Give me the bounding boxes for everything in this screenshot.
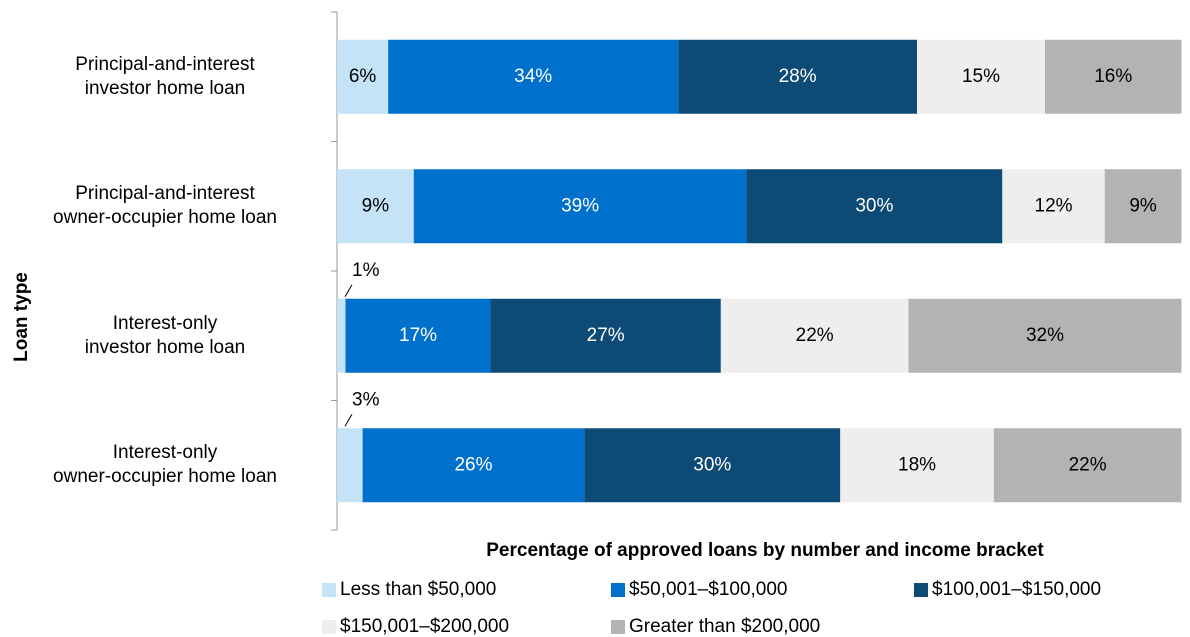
- legend-swatch: [322, 583, 336, 597]
- legend-label: $50,001–$100,000: [629, 579, 788, 600]
- data-label: 32%: [1026, 325, 1064, 346]
- data-label: 22%: [796, 325, 834, 346]
- bar-segment: [1104, 169, 1182, 244]
- legend-swatch: [611, 583, 625, 597]
- y-axis-label: Loan type: [11, 272, 32, 362]
- bar-segment: [337, 39, 389, 114]
- data-label: 15%: [962, 66, 1000, 87]
- data-label: 22%: [1069, 454, 1107, 475]
- data-label: 26%: [454, 454, 492, 475]
- bar-segment: [993, 428, 1182, 503]
- bar-segment: [337, 169, 414, 244]
- bar-segment: [678, 39, 918, 114]
- bar-segment: [388, 39, 679, 114]
- bar-segment: [1002, 169, 1105, 244]
- x-axis-label: Percentage of approved loans by number a…: [486, 540, 1044, 561]
- data-label: 16%: [1094, 66, 1132, 87]
- bar-segment: [362, 428, 585, 503]
- leader-line: [344, 284, 353, 298]
- bar-segment: [746, 169, 1003, 244]
- legend-label: $100,001–$150,000: [932, 579, 1101, 600]
- bar-segment: [345, 298, 491, 373]
- data-label: 39%: [561, 195, 599, 216]
- y-tick-label: Principal-and-interest owner-occupier ho…: [53, 183, 277, 229]
- legend-swatch: [611, 620, 625, 634]
- data-label: 18%: [898, 454, 936, 475]
- legend-swatch: [322, 620, 336, 634]
- legend-label: Greater than $200,000: [629, 616, 820, 637]
- bar-segment: [337, 428, 363, 503]
- bar-segment: [917, 39, 1045, 114]
- bar-segment: [413, 169, 747, 244]
- data-label: 17%: [399, 325, 437, 346]
- bar-segment: [337, 298, 346, 373]
- data-label: 3%: [352, 389, 380, 410]
- data-label: 12%: [1035, 195, 1073, 216]
- legend-label: $150,001–$200,000: [340, 616, 509, 637]
- bar-segment: [720, 298, 909, 373]
- data-label: 30%: [855, 195, 893, 216]
- y-tick-label: Interest-only owner-occupier home loan: [53, 442, 277, 488]
- leader-line: [344, 413, 353, 427]
- data-label: 28%: [779, 66, 817, 87]
- bar-segment: [908, 298, 1182, 373]
- legend-label: Less than $50,000: [340, 579, 496, 600]
- data-label: 9%: [1129, 195, 1157, 216]
- bar-segment: [490, 298, 721, 373]
- bar-segment: [584, 428, 841, 503]
- data-label: 34%: [514, 66, 552, 87]
- y-tick-label: Interest-only investor home loan: [84, 312, 246, 358]
- bar-segment: [840, 428, 994, 503]
- bar-segment: [1044, 39, 1182, 114]
- data-label: 1%: [352, 260, 380, 281]
- legend-swatch: [914, 583, 928, 597]
- data-label: 30%: [693, 454, 731, 475]
- data-label: 6%: [349, 66, 377, 87]
- data-label: 27%: [587, 325, 625, 346]
- data-label: 9%: [362, 195, 390, 216]
- y-tick-label: Principal-and-interest investor home loa…: [75, 53, 255, 99]
